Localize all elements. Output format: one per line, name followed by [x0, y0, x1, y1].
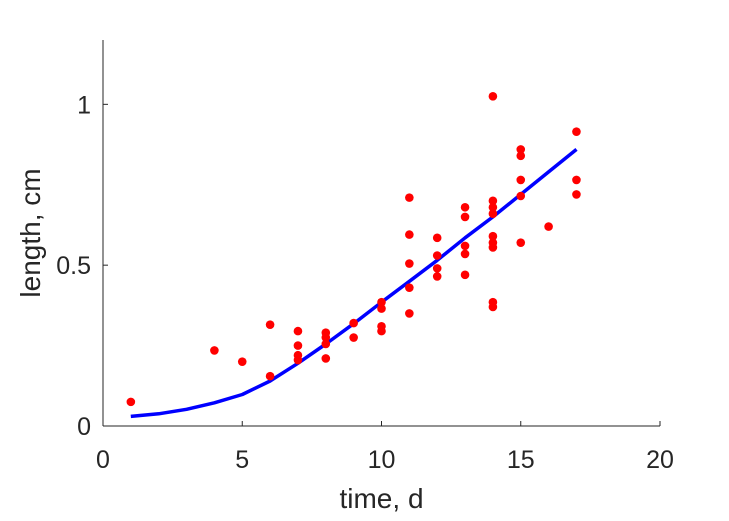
data-point [293, 355, 303, 365]
data-point [572, 190, 581, 199]
data-point [321, 339, 331, 349]
x-tick-label: 10 [368, 446, 396, 474]
data-point [432, 251, 442, 260]
data-point [349, 333, 358, 342]
series-layer [126, 91, 581, 419]
data-point [460, 202, 470, 212]
data-point [488, 231, 498, 241]
axes [102, 40, 660, 427]
data-point [488, 209, 498, 218]
data-point [405, 283, 414, 292]
data-point [432, 233, 442, 243]
y-tick-label: 0 [77, 413, 91, 441]
data-point [377, 326, 386, 336]
data-point [377, 297, 386, 307]
x-tick-label: 20 [646, 446, 674, 474]
data-point [405, 193, 414, 202]
data-point [488, 243, 498, 252]
ticks: 0 5 10 15 20 0 0.5 1 [56, 91, 674, 474]
data-point [488, 202, 498, 212]
data-point [516, 191, 526, 201]
data-point [265, 371, 275, 381]
data-point [321, 333, 331, 342]
data-point [460, 249, 470, 259]
data-point [460, 270, 470, 280]
data-point [460, 212, 470, 222]
data-point [293, 326, 303, 336]
data-point [488, 302, 498, 312]
data-point [516, 145, 526, 154]
data-point [405, 230, 414, 239]
x-tick-label: 5 [235, 446, 249, 474]
y-tick-label: 0.5 [56, 252, 91, 280]
x-axis-label: time, d [339, 483, 423, 514]
data-point [237, 357, 247, 366]
data-point [460, 241, 470, 251]
data-point [349, 318, 358, 328]
data-point [544, 222, 553, 231]
data-point [377, 304, 386, 313]
fit-curve [130, 148, 578, 419]
y-axis-label: length, cm [15, 168, 46, 297]
data-point [405, 259, 414, 268]
x-tick-label: 15 [507, 446, 535, 474]
data-point [488, 196, 498, 206]
data-point [516, 151, 526, 161]
data-point [572, 175, 581, 185]
data-point [293, 341, 303, 350]
data-point [126, 397, 136, 407]
data-point [516, 175, 526, 185]
data-point [210, 346, 219, 355]
x-tick-label: 0 [96, 446, 110, 474]
data-point [265, 320, 275, 329]
data-point [572, 127, 581, 136]
data-point [488, 91, 498, 101]
data-point [321, 354, 331, 363]
data-point [432, 272, 442, 281]
y-tick-label: 1 [77, 91, 91, 119]
data-point [432, 264, 442, 273]
data-point [516, 238, 526, 247]
data-point [405, 309, 414, 318]
